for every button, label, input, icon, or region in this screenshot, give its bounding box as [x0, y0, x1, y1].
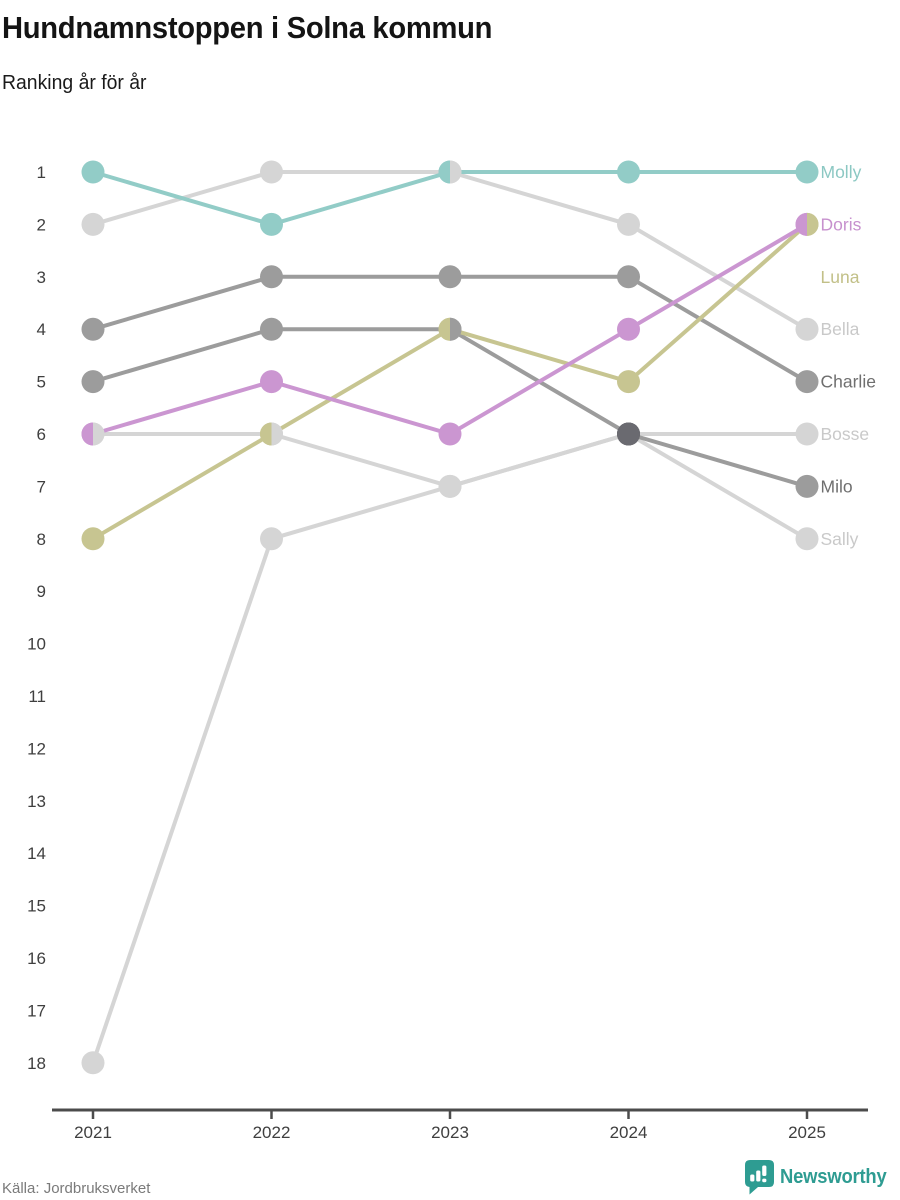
page-subtitle: Ranking år för år [2, 72, 147, 94]
dot-sally-2022 [260, 527, 283, 551]
line-milo [92, 327, 808, 489]
label-sally: Sally [821, 529, 859, 549]
y-tick-17: 17 [27, 1001, 46, 1020]
dot-doris-2023 [438, 422, 462, 446]
dot-doris-2021 [81, 422, 105, 446]
dot-doris-2022 [260, 370, 283, 394]
source-note: Källa: Jordbruksverket [2, 1180, 151, 1197]
dot-sally-2025 [795, 527, 819, 551]
x-tick-2024: 2024 [610, 1123, 648, 1142]
dot-molly-2024 [617, 160, 640, 184]
dot-bosse-2023 [438, 474, 462, 498]
newsworthy-brand: Newsworthy [745, 1160, 896, 1195]
line-bella [92, 170, 809, 331]
label-charlie: Charlie [821, 372, 876, 392]
dot-charlie-2021 [81, 317, 105, 341]
y-tick-14: 14 [27, 844, 46, 863]
y-tick-10: 10 [27, 635, 46, 654]
x-tick-2025: 2025 [788, 1123, 826, 1142]
dot-charlie-2024 [617, 265, 640, 289]
y-tick-13: 13 [27, 792, 46, 811]
y-tick-16: 16 [27, 949, 46, 968]
dot-sally-2021 [81, 1051, 105, 1075]
label-luna: Luna [821, 267, 860, 287]
y-tick-4: 4 [37, 320, 46, 339]
line-sally [91, 431, 809, 1064]
y-tick-1: 1 [37, 163, 46, 182]
dot-milo-2025 [795, 474, 819, 498]
dot-luna-2023 [438, 317, 462, 341]
dot-luna-2022 [260, 422, 283, 446]
y-tick-15: 15 [27, 897, 46, 916]
dot-bella-2021 [81, 212, 105, 236]
label-molly: Molly [821, 162, 862, 182]
dot-bella-2025 [795, 317, 819, 341]
dot-luna-2021 [81, 527, 105, 551]
dot-bella-2022 [260, 160, 283, 184]
y-tick-7: 7 [37, 477, 46, 496]
dot-molly-2021 [81, 160, 105, 184]
label-milo: Milo [821, 476, 853, 496]
y-tick-5: 5 [37, 373, 46, 392]
x-tick-2022: 2022 [253, 1123, 291, 1142]
dot-charlie-2025 [795, 370, 819, 394]
y-tick-2: 2 [37, 215, 46, 234]
y-tick-9: 9 [37, 582, 46, 601]
dot-charlie-2023 [438, 265, 462, 289]
label-doris: Doris [821, 214, 862, 234]
x-tick-2021: 2021 [74, 1123, 112, 1142]
y-tick-8: 8 [37, 530, 46, 549]
dot-charlie-2022 [260, 265, 283, 289]
y-tick-3: 3 [37, 268, 46, 287]
dot-molly-2022 [260, 212, 283, 236]
y-tick-6: 6 [37, 425, 46, 444]
y-tick-12: 12 [27, 739, 46, 758]
dot-milo-2022 [260, 317, 283, 341]
page-title: Hundnamnstoppen i Solna kommun [2, 10, 493, 45]
label-bella: Bella [821, 319, 860, 339]
dot-bosse-2025 [795, 422, 819, 446]
dot-doris-2024 [617, 317, 640, 341]
dot-doris-2025 [795, 212, 819, 236]
y-tick-11: 11 [28, 687, 46, 706]
dot-bella-2024 [617, 212, 640, 236]
bar-chart-pin-icon [745, 1160, 775, 1195]
y-tick-18: 18 [27, 1054, 46, 1073]
x-tick-2023: 2023 [431, 1123, 469, 1142]
label-bosse: Bosse [821, 424, 870, 444]
dot-molly-2023 [438, 160, 462, 184]
dot-milo-2021 [81, 370, 105, 394]
brand-wordmark: Newsworthy [780, 1166, 887, 1188]
dot-milo-2024 [617, 422, 640, 446]
dot-luna-2024 [617, 370, 640, 394]
dot-molly-2025 [795, 160, 819, 184]
